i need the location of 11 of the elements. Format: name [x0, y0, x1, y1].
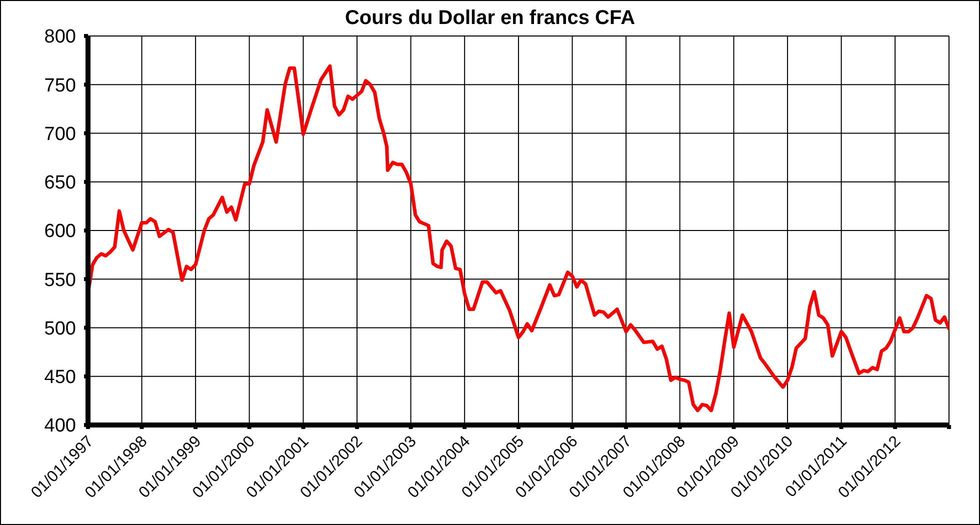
chart-title: Cours du Dollar en francs CFA: [344, 7, 636, 29]
y-tick-label: 550: [44, 270, 76, 291]
y-tick-label: 800: [44, 26, 76, 48]
line-series: [88, 64, 949, 412]
y-tick-label: 750: [44, 75, 76, 96]
y-tick-label: 650: [44, 172, 76, 194]
y-tick-label: 400: [44, 416, 76, 437]
y-tick-label: 500: [44, 318, 76, 340]
y-tick-label: 600: [44, 221, 76, 242]
y-tick-label: 700: [44, 124, 76, 145]
y-tick-label: 450: [44, 367, 76, 388]
